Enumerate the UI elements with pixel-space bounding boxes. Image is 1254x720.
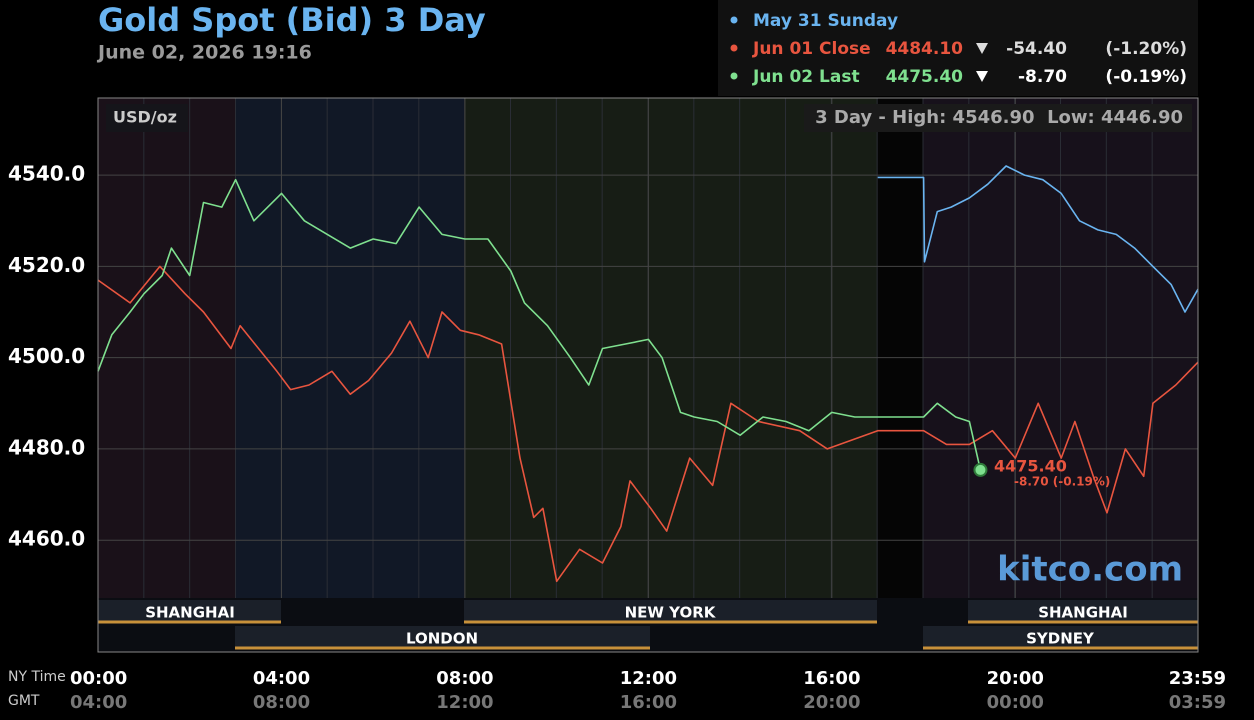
down-arrow — [976, 43, 988, 54]
series-line — [877, 165, 1199, 313]
session-band — [877, 98, 923, 652]
x-tick-label: 20:00 — [987, 668, 1044, 689]
legend-name: Jun 01 Close — [752, 39, 871, 59]
session-band — [464, 98, 877, 652]
legend-price: 4475.40 — [886, 67, 964, 87]
x-tick-label: 00:00 — [70, 668, 127, 689]
legend-name: May 31 Sunday — [753, 11, 898, 31]
x-tick-label-gmt: 20:00 — [803, 692, 860, 713]
session-label: LONDON — [406, 630, 478, 648]
session-bar — [235, 626, 650, 648]
session-band — [235, 98, 464, 652]
x-tick-label-gmt: 16:00 — [620, 692, 677, 713]
session-bar — [98, 600, 281, 622]
x-tick-label-gmt: 00:00 — [987, 692, 1044, 713]
x-tick-label-gmt: 08:00 — [253, 692, 310, 713]
plot-frame — [97, 97, 1199, 653]
x-tick-label: 08:00 — [436, 668, 493, 689]
session-label: NEW YORK — [625, 604, 717, 622]
y-tick-label: 4540.0 — [8, 162, 85, 186]
range-label: 3 Day - High: 4546.90 Low: 4446.90 — [815, 107, 1183, 128]
x-tick-label: 04:00 — [253, 668, 310, 689]
sessions: SHANGHAI LONDON NEW YORK SHANGHAI SYDNEY — [98, 598, 1198, 652]
x-tick-label-gmt: 12:00 — [436, 692, 493, 713]
legend-percent: (-0.19%) — [1105, 67, 1187, 87]
session-bar — [923, 626, 1198, 648]
legend-box — [718, 0, 1198, 96]
session-band — [98, 98, 235, 652]
x-tick-label-gmt: 03:59 — [1169, 692, 1226, 713]
x-tick-label: 23:59 — [1169, 668, 1226, 689]
last-change-label: -8.70 (-0.19%) — [1014, 475, 1110, 489]
legend-change: -8.70 — [1018, 67, 1067, 87]
legend-dot — [730, 44, 738, 52]
y-tick-label: 4520.0 — [8, 253, 85, 277]
unit-label: USD/oz — [113, 108, 177, 127]
x-tick-label-gmt: 04:00 — [70, 692, 127, 713]
y-tick-label: 4480.0 — [8, 435, 85, 459]
legend-dot — [730, 72, 738, 80]
unit-box — [106, 104, 188, 132]
legend-price: 4484.10 — [886, 39, 964, 59]
range-box — [804, 104, 1192, 132]
legend-change: -54.40 — [1006, 39, 1067, 59]
x-row-label: GMT — [8, 693, 40, 709]
chart-title: Gold Spot (Bid) 3 Day — [98, 1, 486, 39]
chart-subtitle: June 02, 2026 19:16 — [96, 42, 312, 64]
last-price-label: 4475.40 — [994, 457, 1067, 476]
legend-name: Jun 02 Last — [752, 67, 860, 87]
session-label: SYDNEY — [1026, 630, 1095, 648]
legend: May 31 Sunday Jun 01 Close 4484.10 -54.4… — [730, 11, 1187, 87]
last-point — [973, 462, 988, 477]
series-line — [97, 178, 982, 471]
watermark: kitco.com — [997, 550, 1183, 590]
legend-percent: (-1.20%) — [1105, 39, 1187, 59]
session-bar — [968, 600, 1198, 622]
down-arrow — [976, 71, 988, 82]
session-label: SHANGHAI — [145, 604, 235, 622]
x-tick-label: 12:00 — [620, 668, 677, 689]
grid — [97, 98, 1199, 598]
x-row-label: NY Time — [8, 669, 66, 685]
session-label: SHANGHAI — [1038, 604, 1128, 622]
session-bar — [464, 600, 877, 622]
series-line — [97, 265, 1199, 583]
series-group — [97, 165, 1199, 583]
y-tick-label: 4460.0 — [8, 527, 85, 551]
x-tick-label: 16:00 — [803, 668, 860, 689]
legend-dot — [730, 16, 738, 24]
y-tick-label: 4500.0 — [8, 344, 85, 368]
